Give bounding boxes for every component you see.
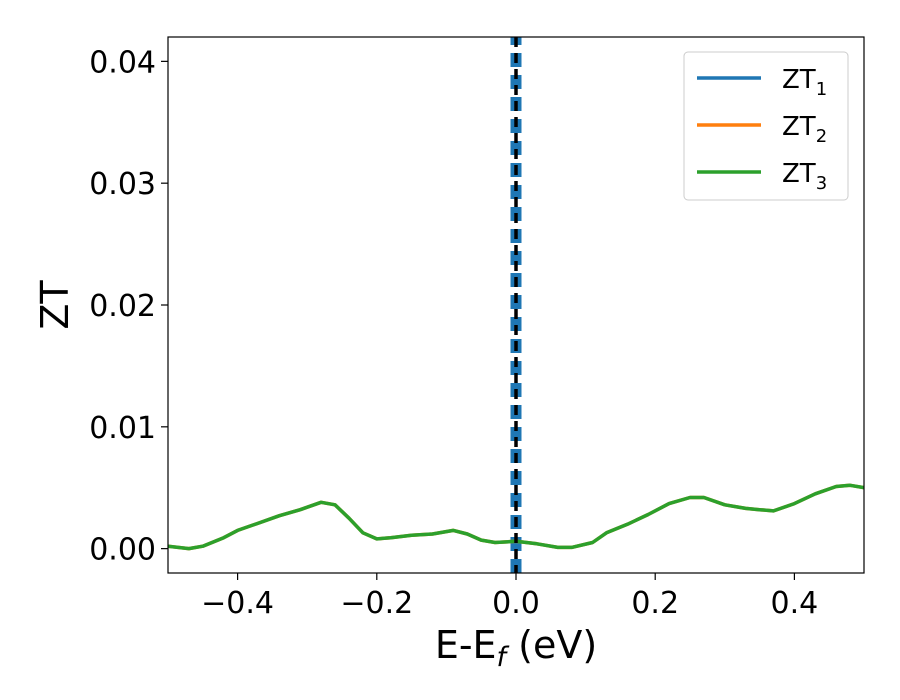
y-axis: 0.00 0.01 0.02 0.03 0.04 xyxy=(89,45,168,568)
x-tick-label: 0.4 xyxy=(771,586,819,621)
series-line-zt3 xyxy=(168,483,864,551)
x-tick-label: −0.4 xyxy=(201,586,274,621)
x-tick-label: 0.2 xyxy=(631,586,679,621)
x-tick-label: −0.2 xyxy=(340,586,413,621)
y-tick-label: 0.01 xyxy=(89,411,156,446)
y-tick-label: 0.02 xyxy=(89,289,156,324)
x-axis: −0.4 −0.2 0.0 0.2 0.4 xyxy=(201,573,818,621)
legend-label-zt1: ZT1 xyxy=(782,65,827,100)
x-tick-label: 0.0 xyxy=(492,586,540,621)
y-tick-label: 0.04 xyxy=(89,45,156,80)
legend-frame xyxy=(683,51,849,201)
y-axis-title: ZT xyxy=(33,280,77,330)
legend-label-zt3: ZT3 xyxy=(782,159,827,194)
legend-label-zt2: ZT2 xyxy=(782,112,827,147)
legend: ZT1 ZT2 ZT3 xyxy=(683,51,849,201)
y-tick-label: 0.00 xyxy=(89,533,156,568)
y-tick-label: 0.03 xyxy=(89,167,156,202)
plot-area xyxy=(168,37,864,573)
x-axis-title: E-Ef (eV) xyxy=(435,623,597,673)
